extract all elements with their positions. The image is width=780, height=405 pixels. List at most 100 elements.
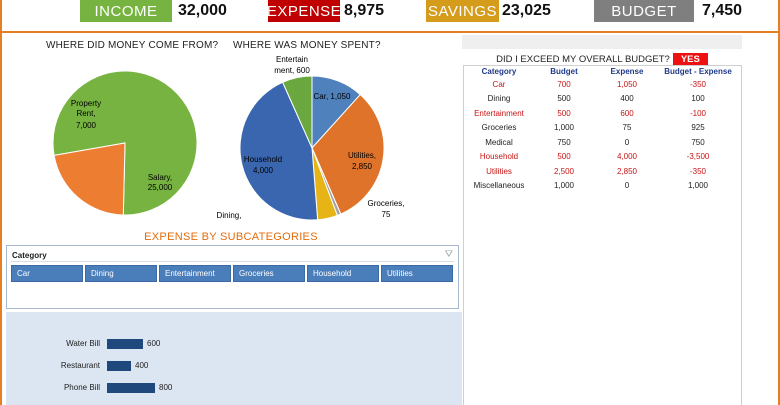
kpi-budget-value: 7,450 [702, 2, 743, 19]
bar-category-label: Phone Bill [63, 383, 100, 392]
budget-cell-budget: 1,000 [553, 181, 575, 191]
slicer-header: Category [12, 251, 47, 260]
bar-value-label: 400 [135, 361, 149, 370]
income-slice-property-rent [53, 142, 126, 216]
kpi-savings-value: 23,025 [502, 2, 551, 19]
kpi-savings: SAVINGS 23,025 [426, 0, 551, 22]
budget-table-header: Category Budget Expense Budget - Expense [466, 66, 738, 77]
header-expense: Expense [610, 67, 644, 76]
rent-label-3: 7,000 [76, 121, 97, 130]
header-category: Category [481, 67, 517, 76]
budget-row: Utilities 2,500 2,850 -350 [466, 164, 738, 179]
entertainment-label-1: Entertain [276, 55, 308, 64]
budget-cell-budget: 1,000 [553, 123, 575, 133]
rent-label-2: Rent, [76, 109, 95, 118]
groceries-label-2: 75 [382, 210, 391, 219]
kpi-budget-label: BUDGET [594, 0, 694, 22]
budget-header-bar [462, 35, 742, 49]
budget-question: DID I EXCEED MY OVERALL BUDGET? [496, 53, 670, 65]
household-label-2: 4,000 [253, 166, 274, 175]
kpi-income: INCOME 32,000 [80, 0, 227, 22]
budget-cell-expense: 0 [624, 137, 630, 147]
budget-cell-budget: 700 [557, 79, 571, 89]
groceries-label-1: Groceries, [368, 199, 405, 208]
slicer-divider [11, 261, 454, 262]
kpi-income-label: INCOME [80, 0, 172, 22]
budget-exceed-row: DID I EXCEED MY OVERALL BUDGET? YES [462, 52, 742, 66]
kpi-expense: EXPENSE 8,975 [267, 0, 385, 22]
clear-filter-icon[interactable]: ⛛ [444, 249, 453, 260]
expense-slice-household [239, 81, 319, 221]
budget-cell-expense: 4,000 [616, 152, 638, 162]
budget-cell-category: Entertainment [474, 108, 524, 118]
income-chart-title: WHERE DID MONEY COME FROM? [46, 40, 219, 51]
budget-cell-difference: 1,000 [687, 181, 709, 191]
budget-cell-difference: -350 [689, 166, 706, 176]
kpi-savings-label: SAVINGS [426, 0, 499, 22]
budget-cell-category: Household [479, 152, 519, 162]
budget-cell-category: Dining [487, 94, 511, 104]
budget-cell-difference: -3,500 [686, 152, 710, 162]
salary-label-2: 25,000 [148, 183, 173, 192]
slicer-button-entertainment[interactable]: Entertainment [159, 265, 231, 282]
rent-label-1: Property [71, 99, 101, 108]
bar-mark [107, 383, 155, 393]
budget-cell-difference: -350 [689, 79, 706, 89]
income-pie-chart: Salary, 25,000 Property Rent, 7,000 Ente… [52, 55, 405, 221]
budget-cell-expense: 2,850 [616, 166, 638, 176]
budget-row: Medical 750 0 750 [466, 135, 738, 150]
utilities-label-2: 2,850 [352, 162, 373, 171]
budget-row: Groceries 1,000 75 925 [466, 121, 738, 136]
utilities-label-1: Utilities, [348, 151, 376, 160]
slicer-button-utilities[interactable]: Utilities [381, 265, 453, 282]
budget-panel [463, 65, 742, 405]
slicer-button-dining[interactable]: Dining [85, 265, 157, 282]
budget-cell-budget: 750 [557, 137, 571, 147]
budget-table: Category Budget Expense Budget - Expense… [466, 66, 738, 193]
household-label-1: Household [244, 155, 282, 164]
header-divider [0, 31, 780, 33]
budget-cell-expense: 75 [622, 123, 632, 133]
salary-label-1: Salary, [148, 173, 172, 182]
slicer-button-car[interactable]: Car [11, 265, 83, 282]
entertainment-label-2: ment, 600 [274, 66, 310, 75]
budget-cell-expense: 0 [624, 181, 630, 191]
kpi-budget: BUDGET 7,450 [594, 0, 742, 22]
subcategories-title: EXPENSE BY SUBCATEGORIES [144, 231, 318, 243]
budget-cell-category: Medical [485, 137, 513, 147]
bar-category-label: Water Bill [66, 339, 100, 348]
kpi-expense-label: EXPENSE [267, 0, 341, 22]
budget-row: Dining 500 400 100 [466, 92, 738, 107]
bar-mark [107, 339, 143, 349]
budget-cell-budget: 2,500 [553, 166, 575, 176]
bar-value-label: 600 [147, 339, 161, 348]
budget-cell-difference: -100 [689, 108, 706, 118]
budget-cell-difference: 100 [691, 94, 705, 104]
slicer-button-groceries[interactable]: Groceries [233, 265, 305, 282]
header-difference: Budget - Expense [664, 67, 732, 76]
budget-cell-budget: 500 [557, 108, 571, 118]
budget-cell-expense: 1,050 [616, 79, 638, 89]
budget-cell-budget: 500 [557, 152, 571, 162]
budget-cell-category: Car [492, 79, 506, 89]
income-slice-salary [52, 70, 198, 216]
budget-cell-category: Miscellaneous [473, 181, 525, 191]
expense-chart-title: WHERE WAS MONEY SPENT? [233, 40, 381, 51]
budget-row: Entertainment 500 600 -100 [466, 106, 738, 121]
category-slicer: Category ⛛ Car Dining Entertainment Groceri… [6, 245, 459, 309]
expense-slice-entertainment [281, 75, 313, 149]
budget-cell-category: Utilities [486, 166, 512, 176]
budget-cell-category: Groceries [481, 123, 517, 133]
kpi-expense-value: 8,975 [344, 2, 385, 19]
budget-row: Miscellaneous 1,000 0 1,000 [466, 179, 738, 194]
budget-cell-expense: 400 [620, 94, 634, 104]
budget-row: Car 700 1,050 -350 [466, 77, 738, 92]
budget-cell-difference: 925 [691, 123, 705, 133]
budget-answer-badge: YES [672, 52, 708, 66]
slicer-button-household[interactable]: Household [307, 265, 379, 282]
budget-row: Household 500 4,000 -3,500 [466, 150, 738, 165]
subcategory-bar-chart [6, 312, 462, 405]
bar-mark [107, 361, 131, 371]
bar-category-label: Restaurant [60, 361, 100, 370]
